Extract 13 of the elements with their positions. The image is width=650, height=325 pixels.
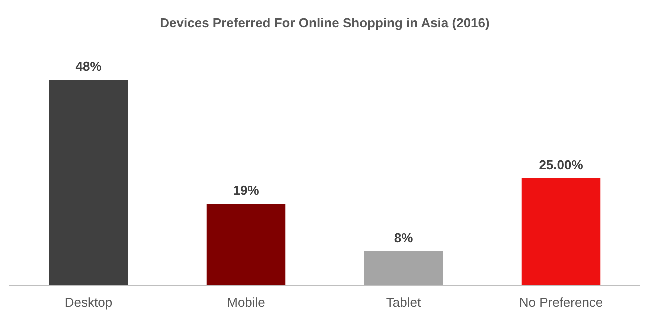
x-tick-label: Tablet — [386, 294, 422, 310]
data-label: 48% — [76, 59, 102, 74]
chart-title: Devices Preferred For Online Shopping in Asia (2016) — [160, 15, 490, 30]
data-label: 19% — [233, 183, 260, 198]
x-tick-label: Mobile — [227, 294, 266, 310]
bar — [364, 251, 444, 286]
bar — [206, 204, 286, 286]
x-tick-label: No Preference — [519, 294, 604, 310]
data-label: 25.00% — [539, 158, 584, 173]
data-label: 8% — [394, 230, 414, 246]
bar — [49, 80, 128, 286]
x-tick-label: Desktop — [64, 294, 113, 310]
bar — [522, 178, 601, 286]
